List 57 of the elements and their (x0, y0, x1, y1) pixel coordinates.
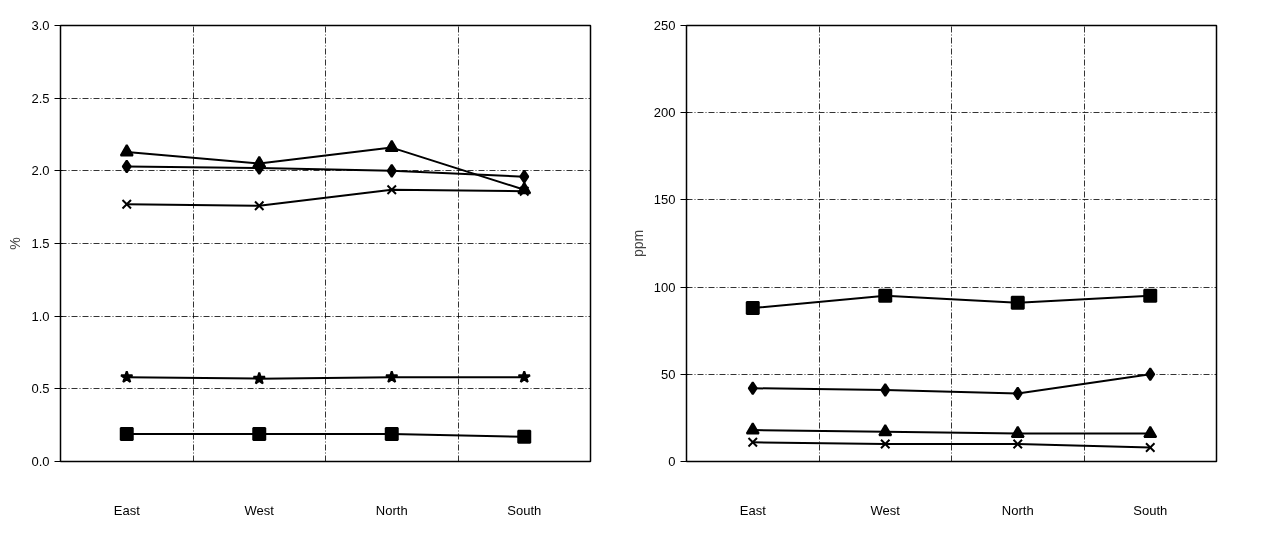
x-tick-label: South (1133, 502, 1168, 518)
y-axis-title: ppm (629, 229, 646, 258)
point (745, 422, 760, 435)
y-tick-label: 0.0 (31, 454, 50, 469)
point (119, 426, 134, 441)
y-tick-label: 2.0 (31, 163, 50, 179)
point (121, 159, 132, 174)
point (119, 144, 134, 157)
point (517, 429, 532, 444)
point (254, 200, 265, 211)
point (384, 426, 399, 441)
point (1143, 425, 1158, 439)
x-tick-label: East (113, 502, 141, 518)
point (1145, 442, 1156, 453)
y-tick-label: 0.5 (31, 381, 50, 397)
y-tick-label: 2.5 (31, 90, 50, 106)
x-tick-label: East (739, 502, 767, 518)
x-tick-label: North (375, 502, 408, 518)
point (880, 383, 891, 397)
point (384, 139, 399, 153)
y-tick-label: 100 (653, 279, 676, 295)
point (517, 370, 531, 384)
point (1143, 288, 1158, 303)
point (1010, 295, 1025, 310)
point (1012, 438, 1023, 450)
x-tick-label: West (244, 502, 275, 518)
x-tick-label: West (870, 502, 901, 518)
y-tick-label: 150 (653, 192, 676, 208)
point (386, 163, 397, 178)
point (1012, 386, 1023, 401)
point (745, 301, 760, 316)
y-tick-label: 0 (668, 454, 676, 469)
point (252, 426, 267, 441)
y-tick-label: 1.5 (31, 236, 50, 251)
point (252, 371, 266, 385)
point (519, 185, 530, 197)
x-tick-label: South (507, 502, 542, 518)
y-axis-title: % (7, 237, 24, 250)
point (1145, 367, 1156, 382)
y-tick-label: 1.0 (31, 308, 50, 324)
x-tick-label: North (1001, 502, 1034, 518)
point (121, 199, 132, 210)
y-tick-label: 50 (661, 366, 676, 382)
point (386, 184, 397, 195)
point (878, 423, 893, 437)
point (880, 438, 891, 450)
point (878, 288, 893, 303)
y-tick-label: 3.0 (31, 18, 50, 33)
point (747, 437, 758, 448)
point (385, 370, 399, 384)
y-tick-label: 200 (653, 105, 676, 121)
point (120, 370, 134, 384)
point (747, 381, 758, 396)
point (1010, 425, 1025, 439)
point (252, 155, 267, 169)
point (519, 169, 530, 184)
y-tick-label: 250 (653, 18, 676, 33)
